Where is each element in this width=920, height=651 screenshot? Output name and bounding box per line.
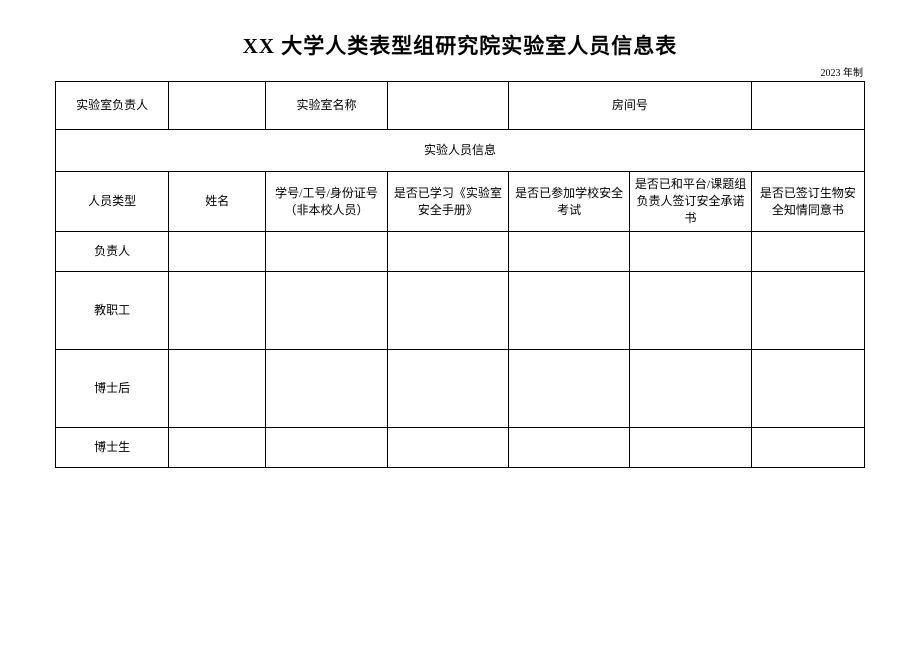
personnel-table: 实验室负责人 实验室名称 房间号 实验人员信息 人员类型 姓名 学号/工号/身份… [55,81,865,468]
cell [630,232,751,272]
table-row: 教职工 [56,272,865,350]
col-header-manual: 是否已学习《实验室安全手册》 [387,172,508,232]
cell [751,272,864,350]
cell [266,232,387,272]
cell [169,272,266,350]
cell [751,232,864,272]
lab-name-value [387,82,508,130]
cell [387,232,508,272]
year-label: 2023 年制 [55,64,865,79]
page-title: XX 大学人类表型组研究院实验室人员信息表 [243,34,678,58]
col-header-name: 姓名 [169,172,266,232]
table-row: 博士后 [56,350,865,428]
row-label-staff: 教职工 [56,272,169,350]
col-header-commitment: 是否已和平台/课题组负责人签订安全承诺书 [630,172,751,232]
cell [509,428,630,468]
cell [169,232,266,272]
column-header-row: 人员类型 姓名 学号/工号/身份证号（非本校人员） 是否已学习《实验室安全手册》… [56,172,865,232]
row-label-phd: 博士生 [56,428,169,468]
cell [387,272,508,350]
cell [387,350,508,428]
col-header-type: 人员类型 [56,172,169,232]
cell [630,428,751,468]
section-header-row: 实验人员信息 [56,130,865,172]
lab-name-label: 实验室名称 [266,82,387,130]
cell [169,350,266,428]
room-value [751,82,864,130]
cell [509,350,630,428]
cell [266,350,387,428]
lab-leader-value [169,82,266,130]
cell [169,428,266,468]
cell [509,232,630,272]
table-row: 负责人 [56,232,865,272]
lab-info-row: 实验室负责人 实验室名称 房间号 [56,82,865,130]
col-header-bio: 是否已签订生物安全知情同意书 [751,172,864,232]
cell [387,428,508,468]
lab-leader-label: 实验室负责人 [56,82,169,130]
col-header-id: 学号/工号/身份证号（非本校人员） [266,172,387,232]
cell [751,350,864,428]
cell [266,272,387,350]
row-label-postdoc: 博士后 [56,350,169,428]
cell [751,428,864,468]
section-header: 实验人员信息 [56,130,865,172]
cell [266,428,387,468]
col-header-exam: 是否已参加学校安全考试 [509,172,630,232]
cell [509,272,630,350]
room-label: 房间号 [509,82,752,130]
table-row: 博士生 [56,428,865,468]
cell [630,350,751,428]
row-label-leader: 负责人 [56,232,169,272]
cell [630,272,751,350]
